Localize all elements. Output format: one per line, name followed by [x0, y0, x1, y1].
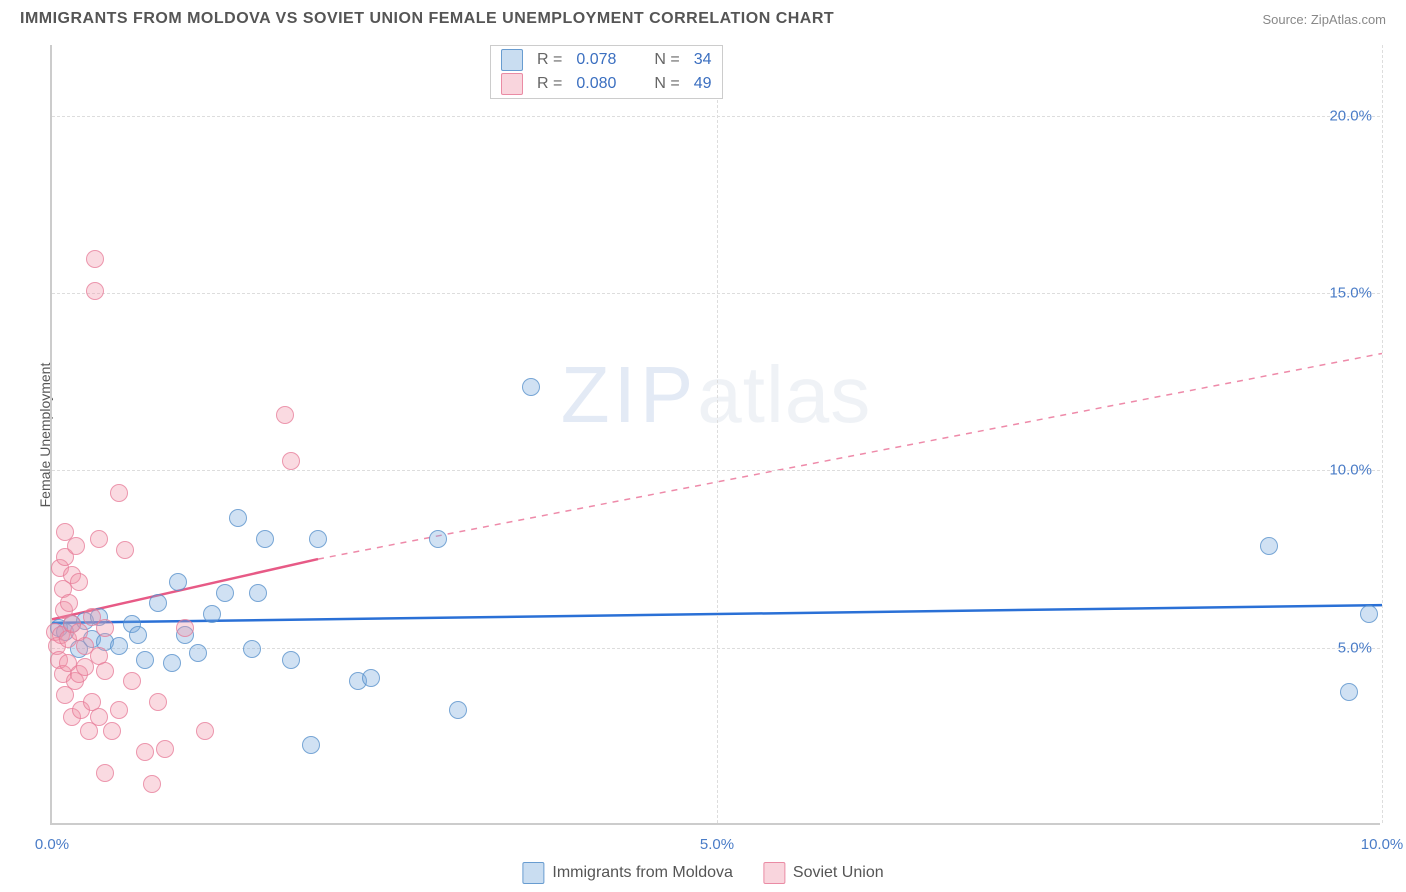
legend-label: Soviet Union [793, 864, 884, 882]
stats-legend: R = 0.078 N = 34 R = 0.080 N = 49 [490, 45, 723, 99]
n-value: 34 [694, 51, 712, 69]
scatter-point [203, 605, 221, 623]
scatter-point [243, 640, 261, 658]
gridline-h [52, 116, 1380, 117]
y-tick-label: 5.0% [1338, 639, 1372, 656]
scatter-point [362, 669, 380, 687]
scatter-point [129, 626, 147, 644]
x-tick-label: 5.0% [700, 836, 734, 853]
scatter-point [156, 740, 174, 758]
stats-row-soviet: R = 0.080 N = 49 [501, 72, 712, 96]
scatter-point [149, 693, 167, 711]
y-tick-label: 15.0% [1329, 285, 1372, 302]
chart-container: Female Unemployment ZIPatlas 5.0%10.0%15… [50, 45, 1380, 825]
scatter-point [1360, 605, 1378, 623]
watermark-atlas: atlas [697, 350, 871, 439]
r-label: R = [537, 51, 562, 69]
scatter-point [103, 722, 121, 740]
scatter-point [1340, 683, 1358, 701]
scatter-point [176, 619, 194, 637]
legend-item-soviet: Soviet Union [763, 862, 884, 884]
scatter-point [429, 530, 447, 548]
scatter-point [96, 619, 114, 637]
scatter-point [282, 651, 300, 669]
scatter-point [256, 530, 274, 548]
swatch-moldova-icon [501, 49, 523, 71]
gridline-h [52, 470, 1380, 471]
y-tick-label: 20.0% [1329, 107, 1372, 124]
scatter-point [282, 452, 300, 470]
chart-title: IMMIGRANTS FROM MOLDOVA VS SOVIET UNION … [20, 10, 834, 28]
scatter-point [90, 708, 108, 726]
scatter-point [86, 250, 104, 268]
trend-lines-svg [52, 45, 1380, 823]
gridline-h [52, 293, 1380, 294]
scatter-point [163, 654, 181, 672]
header-row: IMMIGRANTS FROM MOLDOVA VS SOVIET UNION … [20, 10, 1386, 28]
scatter-point [143, 775, 161, 793]
scatter-point [302, 736, 320, 754]
source-label: Source: ZipAtlas.com [1262, 12, 1386, 27]
scatter-point [136, 651, 154, 669]
swatch-soviet-icon [501, 73, 523, 95]
scatter-point [116, 541, 134, 559]
watermark-zip: ZIP [561, 350, 697, 439]
scatter-point [449, 701, 467, 719]
n-value: 49 [694, 75, 712, 93]
scatter-point [70, 573, 88, 591]
x-tick-label: 10.0% [1361, 836, 1404, 853]
scatter-point [189, 644, 207, 662]
watermark: ZIPatlas [561, 349, 871, 441]
r-value: 0.078 [576, 51, 616, 69]
scatter-point [229, 509, 247, 527]
bottom-legend: Immigrants from Moldova Soviet Union [522, 862, 883, 884]
scatter-point [276, 406, 294, 424]
gridline-v [717, 45, 718, 823]
scatter-point [522, 378, 540, 396]
scatter-point [309, 530, 327, 548]
legend-item-moldova: Immigrants from Moldova [522, 862, 733, 884]
scatter-point [110, 701, 128, 719]
scatter-point [96, 662, 114, 680]
scatter-point [136, 743, 154, 761]
scatter-point [60, 594, 78, 612]
scatter-point [86, 282, 104, 300]
scatter-point [110, 637, 128, 655]
x-tick-label: 0.0% [35, 836, 69, 853]
n-label: N = [654, 75, 679, 93]
gridline-v [1382, 45, 1383, 823]
scatter-point [1260, 537, 1278, 555]
scatter-point [249, 584, 267, 602]
r-label: R = [537, 75, 562, 93]
swatch-moldova-icon [522, 862, 544, 884]
scatter-point [196, 722, 214, 740]
scatter-point [96, 764, 114, 782]
scatter-point [90, 530, 108, 548]
scatter-point [110, 484, 128, 502]
scatter-point [149, 594, 167, 612]
trend-line-extension [318, 353, 1382, 559]
scatter-point [67, 537, 85, 555]
n-label: N = [654, 51, 679, 69]
r-value: 0.080 [576, 75, 616, 93]
scatter-point [123, 672, 141, 690]
scatter-point [216, 584, 234, 602]
plot-area: ZIPatlas 5.0%10.0%15.0%20.0%0.0%5.0%10.0… [50, 45, 1380, 825]
swatch-soviet-icon [763, 862, 785, 884]
stats-row-moldova: R = 0.078 N = 34 [501, 48, 712, 72]
y-tick-label: 10.0% [1329, 462, 1372, 479]
legend-label: Immigrants from Moldova [552, 864, 733, 882]
scatter-point [169, 573, 187, 591]
